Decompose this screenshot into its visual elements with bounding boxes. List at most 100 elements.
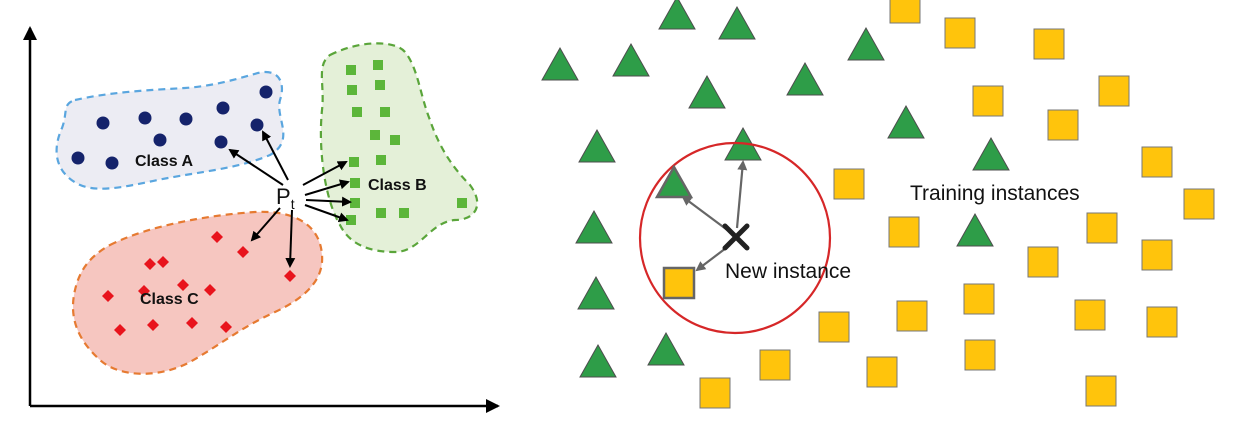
training-triangle <box>577 275 615 310</box>
class-b-point <box>457 198 467 208</box>
class-b-point <box>373 60 383 70</box>
class-c-points <box>102 231 296 336</box>
query-point-subscript: t <box>291 196 295 212</box>
training-triangle <box>647 331 685 366</box>
class-a-point <box>250 118 264 132</box>
class-c-point <box>102 290 114 302</box>
arrow-to-c1 <box>250 207 281 242</box>
k-neighborhood-circle <box>638 141 832 335</box>
class-c-point <box>186 317 198 329</box>
class-b-point <box>350 178 360 188</box>
neighbor-triangle-1 <box>654 164 694 199</box>
class-b-point <box>370 130 380 140</box>
training-triangle <box>887 104 925 139</box>
class-b-point <box>346 65 356 75</box>
right-knn-diagram: New instance Training instances <box>541 0 1215 409</box>
training-square <box>1141 239 1173 271</box>
training-square <box>866 356 898 388</box>
class-a-point <box>179 112 193 126</box>
training-square <box>963 283 995 315</box>
training-triangle <box>612 42 650 77</box>
training-triangle <box>575 209 613 244</box>
training-square <box>1141 146 1173 178</box>
training-triangle <box>541 46 579 81</box>
class-b-point <box>349 157 359 167</box>
class-a-label: Class A <box>135 153 194 170</box>
class-c-point <box>204 284 216 296</box>
training-squares <box>699 0 1215 409</box>
class-a-point <box>138 111 152 125</box>
training-square <box>1146 306 1178 338</box>
neighbor-arrows <box>228 130 352 268</box>
training-instances-label: Training instances <box>910 182 1080 205</box>
class-b-point <box>350 198 360 208</box>
training-square <box>896 300 928 332</box>
class-a-point <box>259 85 273 99</box>
class-a-point <box>153 133 167 147</box>
new-instance-cross <box>722 223 750 251</box>
training-triangle <box>972 136 1010 171</box>
training-triangle <box>718 5 756 40</box>
training-triangle <box>786 61 824 96</box>
training-triangle <box>956 212 994 247</box>
class-c-point <box>284 270 296 282</box>
training-square <box>1027 246 1059 278</box>
arrow-to-a1 <box>228 148 284 186</box>
class-a-point <box>214 135 228 149</box>
query-point-label: Pt <box>276 184 295 212</box>
class-c-point <box>220 321 232 333</box>
neighbor-arrows-right <box>681 160 748 272</box>
training-square <box>889 0 921 24</box>
class-c-region <box>71 210 324 375</box>
training-square <box>944 17 976 49</box>
class-b-point <box>399 208 409 218</box>
class-b-point <box>346 215 356 225</box>
arrow-to-b4 <box>304 204 349 223</box>
arrow-to-neighbor-triangle-top <box>735 160 748 229</box>
training-square <box>1098 75 1130 107</box>
class-b-label: Class B <box>368 177 427 194</box>
class-c-point <box>114 324 126 336</box>
class-b-point <box>375 80 385 90</box>
training-square <box>833 168 865 200</box>
class-b-point <box>390 135 400 145</box>
class-b-point <box>376 155 386 165</box>
training-square <box>759 349 791 381</box>
neighbor-square <box>662 266 696 300</box>
class-c-point <box>138 285 150 297</box>
class-a-point <box>96 116 110 130</box>
class-c-point <box>177 279 189 291</box>
training-square <box>1033 28 1065 60</box>
new-instance-label: New instance <box>725 260 851 283</box>
training-square <box>699 377 731 409</box>
training-square <box>1085 375 1117 407</box>
class-c-point <box>144 258 156 270</box>
training-triangles <box>541 0 1010 378</box>
training-square <box>964 339 996 371</box>
training-square <box>1183 188 1215 220</box>
arrow-to-neighbor-triangle-left <box>681 195 731 233</box>
training-triangle <box>579 343 617 378</box>
arrow-to-b2 <box>304 179 350 196</box>
class-b-region <box>319 42 479 254</box>
arrow-to-b1 <box>302 161 348 186</box>
training-triangle <box>658 0 696 30</box>
training-square <box>1074 299 1106 331</box>
left-knn-diagram: Class A Class B Class C Pt <box>23 26 500 413</box>
class-c-point <box>211 231 223 243</box>
class-a-region <box>55 70 285 190</box>
arrow-to-b3 <box>305 196 352 207</box>
training-triangle <box>688 74 726 109</box>
training-square <box>972 85 1004 117</box>
class-a-point <box>216 101 230 115</box>
class-a-point <box>71 151 85 165</box>
training-triangle <box>847 26 885 61</box>
class-a-point <box>105 156 119 170</box>
training-square <box>1086 212 1118 244</box>
training-square <box>888 216 920 248</box>
arrow-to-a2 <box>262 130 289 181</box>
class-b-point <box>380 107 390 117</box>
class-c-label: Class C <box>140 291 199 308</box>
class-b-point <box>352 107 362 117</box>
